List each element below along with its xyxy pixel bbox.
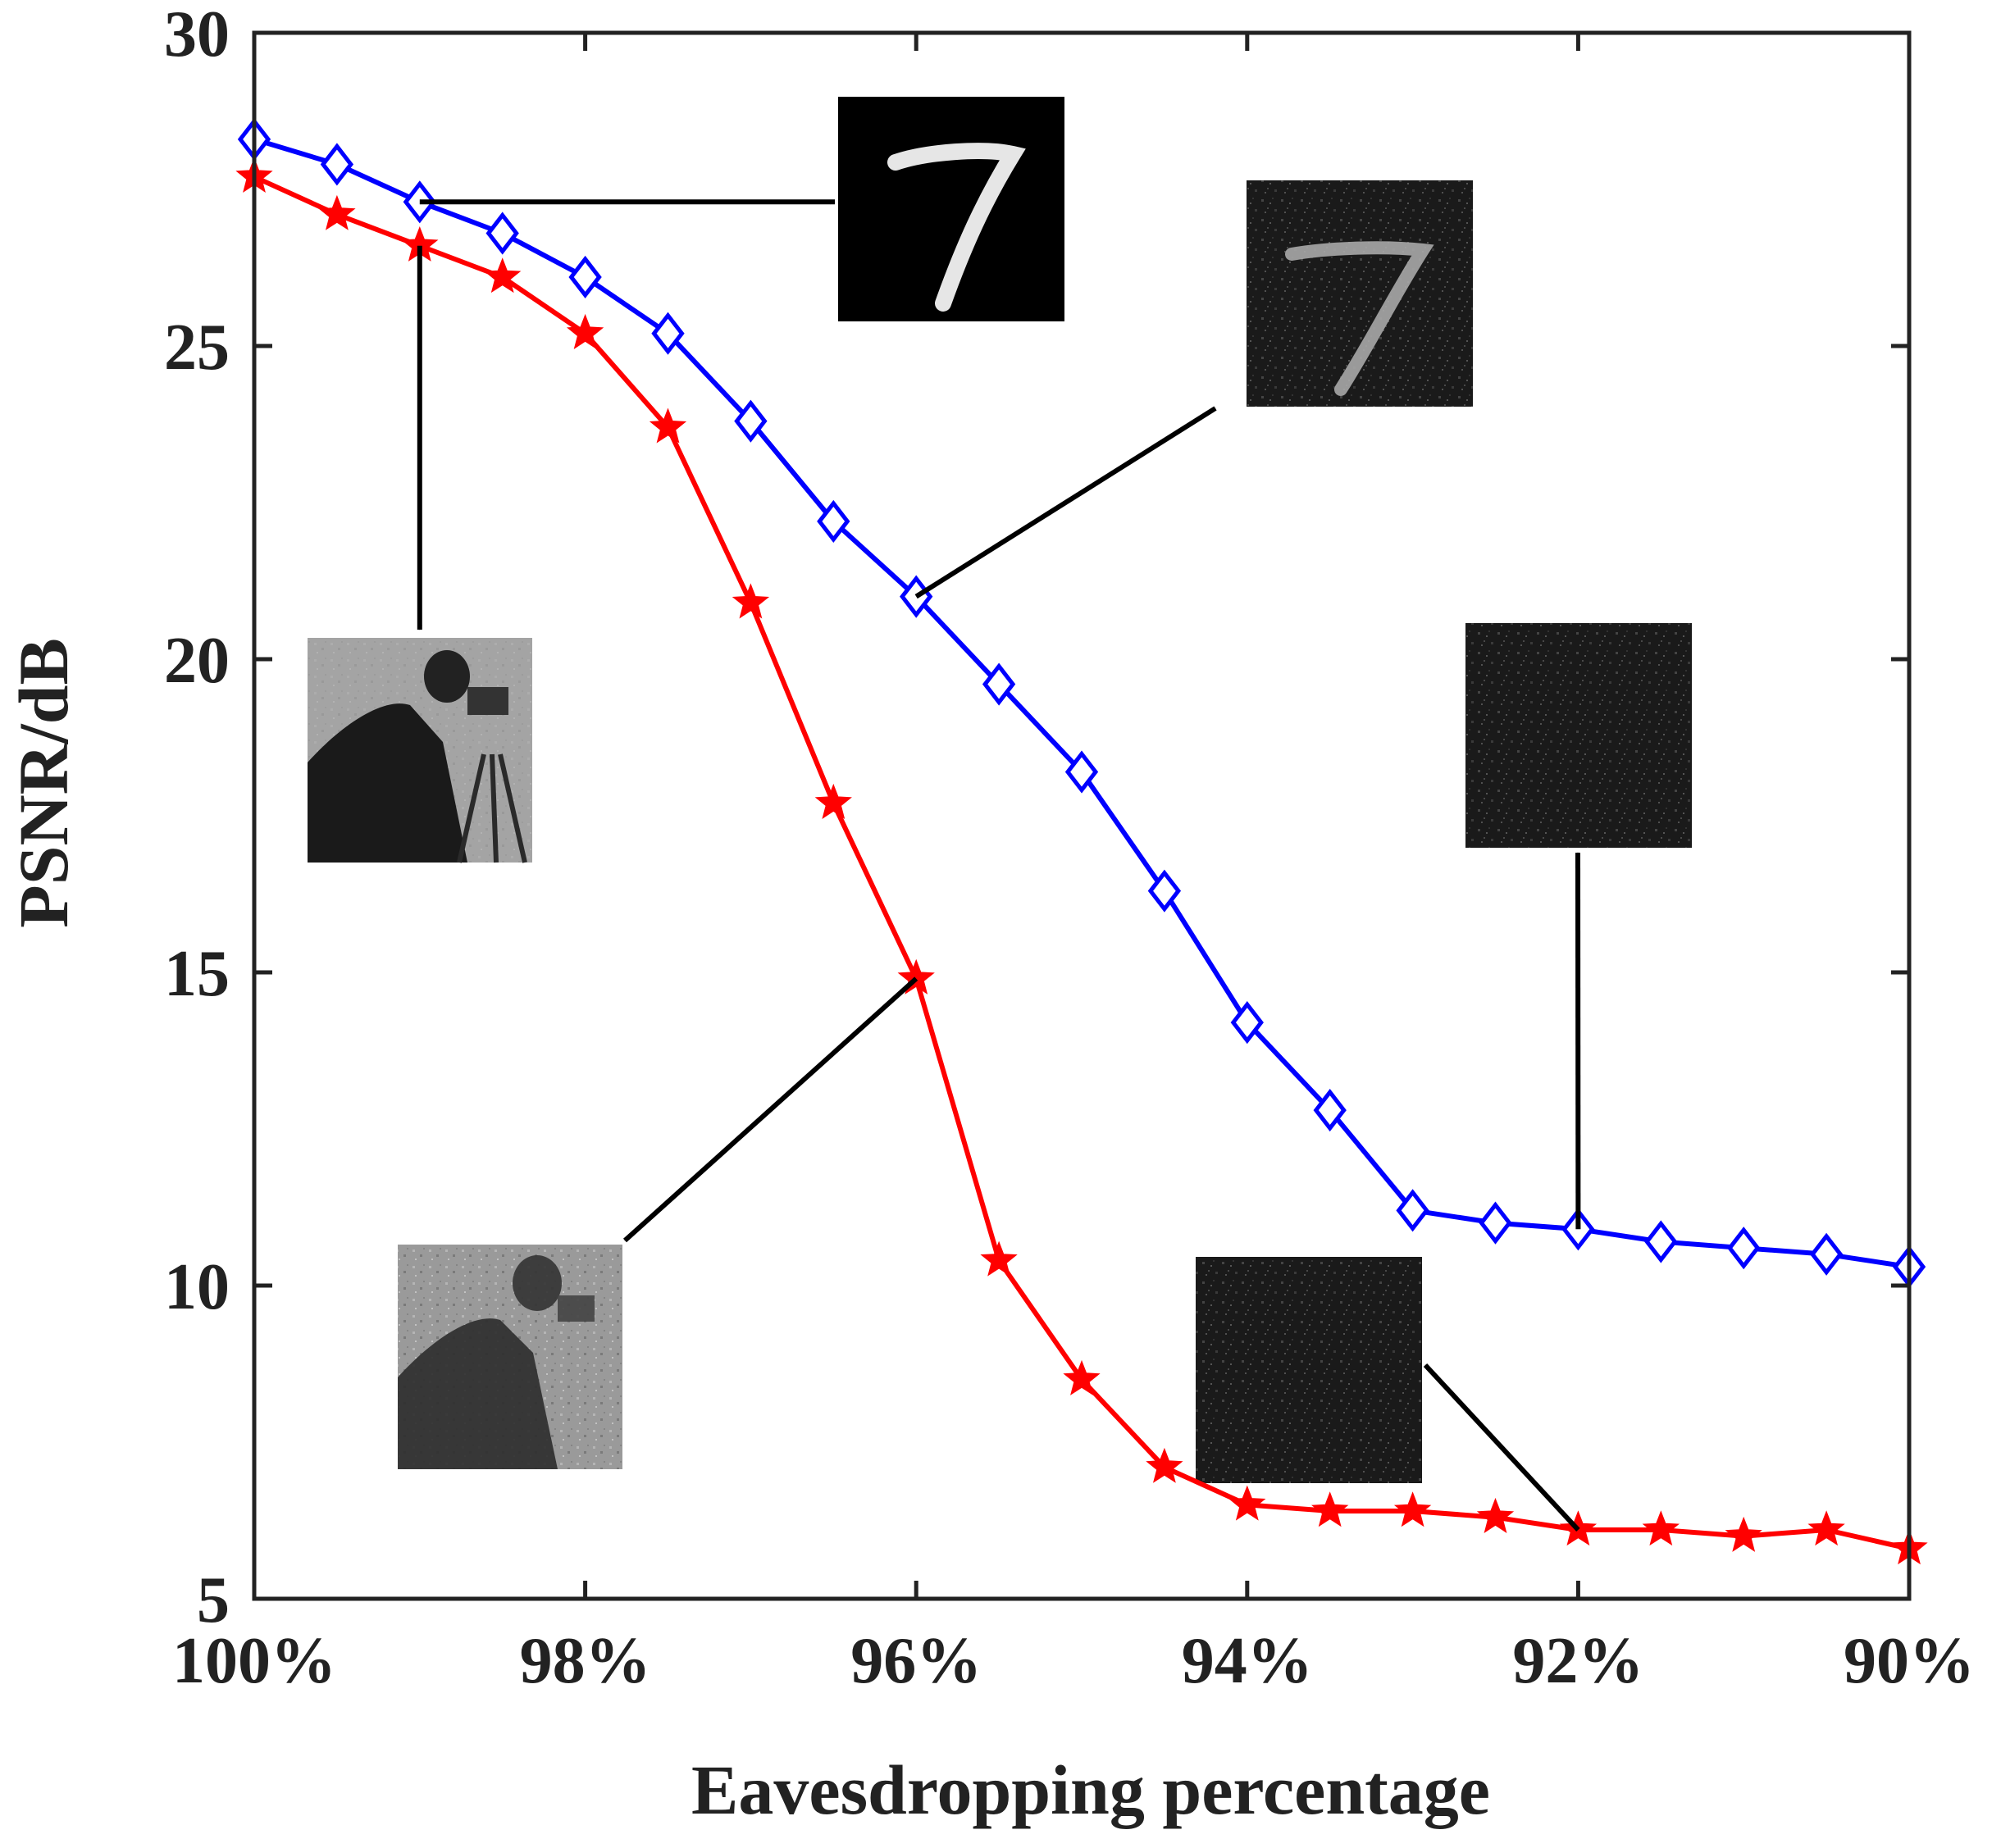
data-point-blue-diamond: [1727, 1227, 1761, 1270]
data-point-blue-diamond: [1809, 1232, 1844, 1276]
y-tick-label: 10: [164, 1251, 230, 1323]
annotation-arrow: [914, 406, 1217, 599]
data-point-blue-diamond: [734, 399, 768, 443]
y-tick-label: 15: [164, 938, 230, 1010]
data-point-red-star: [1146, 1447, 1183, 1483]
data-point-red-star: [1725, 1516, 1762, 1552]
data-point-blue-diamond: [1479, 1201, 1512, 1245]
data-point-blue-diamond: [1644, 1220, 1678, 1263]
data-point-red-star: [1393, 1491, 1432, 1527]
inset-cameraman-noisy: [398, 1245, 622, 1469]
data-point-blue-diamond: [1064, 750, 1099, 794]
data-point-red-star: [1642, 1510, 1680, 1546]
data-point-blue-diamond: [1230, 1001, 1264, 1045]
data-point-blue-diamond: [982, 662, 1016, 706]
series-markers: [235, 117, 1928, 1565]
y-axis-title: PSNR/dB: [4, 638, 83, 928]
inset-noise-red: [1196, 1257, 1422, 1483]
x-tick-label: 94%: [1182, 1625, 1313, 1697]
x-tick-label: 90%: [1844, 1625, 1975, 1697]
axes: 100% 98% 96% 94% 92% 90% 5 10 15 20 25 30: [164, 0, 1975, 1697]
annotation-arrow: [622, 976, 918, 1243]
inset-digit-noisy: [1247, 180, 1473, 407]
y-tick-label: 5: [197, 1564, 230, 1636]
plot-frame: [252, 30, 1912, 1601]
inset-cameraman-clean: [308, 638, 532, 863]
annotation-arrow: [1423, 1363, 1580, 1532]
data-point-blue-diamond: [1147, 869, 1182, 913]
data-point-red-star: [980, 1240, 1018, 1277]
x-axis-title: Eavesdropping percentage: [691, 1750, 1490, 1829]
y-tick-label: 20: [164, 625, 230, 697]
y-tick-label: 25: [164, 312, 230, 384]
data-point-blue-diamond: [651, 312, 685, 355]
x-tick-label: 92%: [1512, 1625, 1643, 1697]
data-point-blue-diamond: [568, 255, 602, 299]
data-point-blue-diamond: [485, 212, 519, 255]
x-tick-label: 96%: [850, 1625, 982, 1697]
y-tick-label: 30: [164, 0, 230, 71]
x-tick-label: 100%: [172, 1625, 336, 1697]
data-point-red-star: [814, 783, 852, 819]
data-point-blue-diamond: [817, 499, 850, 544]
data-point-red-star: [649, 407, 687, 444]
data-point-red-star: [897, 958, 935, 995]
data-point-red-star: [732, 583, 770, 619]
data-point-red-star: [566, 313, 604, 349]
annotation-arrows: [417, 199, 1581, 1532]
data-point-blue-diamond: [1313, 1088, 1347, 1132]
inset-noise-blue: [1465, 623, 1692, 848]
data-point-red-star: [318, 194, 356, 230]
data-point-red-star: [1807, 1510, 1845, 1546]
data-point-blue-diamond: [1396, 1189, 1429, 1232]
x-tick-label: 98%: [520, 1625, 651, 1697]
data-point-blue-diamond: [320, 143, 354, 186]
data-point-red-star: [1311, 1491, 1349, 1527]
inset-digit-clean: [838, 97, 1064, 321]
data-point-red-star: [1063, 1359, 1101, 1395]
data-point-red-star: [484, 257, 522, 294]
data-point-red-star: [1228, 1485, 1266, 1521]
data-point-red-star: [1476, 1497, 1515, 1533]
inset-images: [308, 97, 1692, 1483]
